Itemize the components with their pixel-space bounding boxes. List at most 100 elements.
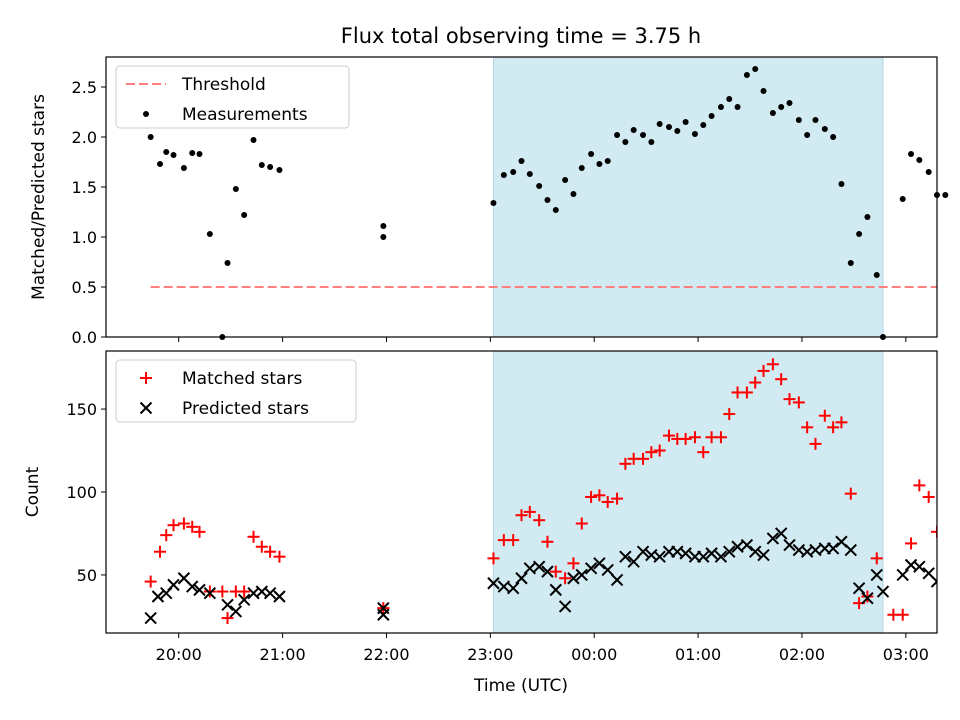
predicted-star-point bbox=[593, 557, 606, 570]
x-tick-label: 20:00 bbox=[156, 645, 202, 664]
matched-star-point bbox=[801, 421, 814, 434]
matched-star-point bbox=[193, 525, 206, 538]
predicted-star-point bbox=[229, 605, 243, 618]
predicted-star-point bbox=[749, 545, 762, 558]
predicted-cross-b bbox=[549, 583, 562, 597]
matched-star-point bbox=[688, 431, 701, 444]
matched-star-point bbox=[818, 409, 831, 422]
measurement-point bbox=[640, 132, 647, 138]
predicted-cross-b bbox=[619, 550, 632, 563]
predicted-star-point bbox=[237, 593, 251, 607]
predicted-star-point bbox=[861, 591, 874, 605]
measurement-point bbox=[786, 100, 793, 106]
predicted-cross-b bbox=[593, 557, 606, 570]
measurement-point bbox=[656, 121, 663, 127]
measurement-point bbox=[734, 104, 741, 110]
measurement-point bbox=[276, 167, 283, 173]
measurement-point bbox=[380, 223, 387, 229]
matched-star-point bbox=[611, 492, 624, 505]
measurement-point bbox=[717, 104, 724, 110]
matched-star-point bbox=[186, 520, 199, 533]
predicted-star-point bbox=[487, 577, 500, 590]
predicted-star-point bbox=[913, 560, 926, 573]
predicted-cross-b bbox=[757, 548, 770, 562]
matched-star-point bbox=[487, 552, 500, 565]
matched-star-point bbox=[247, 530, 260, 543]
matched-star-point bbox=[844, 487, 857, 500]
y-axis-label: Matched/Predicted stars bbox=[29, 94, 49, 300]
measurement-point bbox=[925, 169, 932, 175]
measurement-point bbox=[726, 96, 733, 102]
predicted-star-point bbox=[697, 550, 710, 563]
predicted-star-point bbox=[766, 532, 780, 545]
x-tick-label: 01:00 bbox=[675, 645, 721, 664]
predicted-cross-b bbox=[723, 545, 736, 558]
predicted-cross-b bbox=[610, 573, 624, 587]
predicted-cross-b bbox=[167, 578, 180, 592]
measurement-point bbox=[570, 191, 577, 197]
x-tick-label: 21:00 bbox=[260, 645, 306, 664]
measurement-point bbox=[380, 234, 387, 240]
measurement-point bbox=[838, 181, 845, 187]
matched-star-point bbox=[575, 517, 588, 530]
y-tick-label: 150 bbox=[66, 400, 97, 419]
predicted-star-point bbox=[679, 547, 692, 560]
predicted-star-point bbox=[731, 540, 744, 553]
matched-star-point bbox=[679, 432, 692, 445]
matched-star-point bbox=[766, 358, 779, 371]
matched-star-point bbox=[160, 529, 173, 542]
predicted-cross-b bbox=[627, 555, 640, 568]
predicted-cross-b bbox=[783, 538, 796, 552]
measurement-point bbox=[267, 164, 274, 170]
predicted-cross-b bbox=[705, 547, 718, 560]
predicted-star-point bbox=[809, 543, 822, 557]
predicted-star-point bbox=[203, 586, 217, 600]
matched-star-point bbox=[861, 590, 874, 603]
matched-star-point bbox=[507, 534, 520, 547]
predicted-cross-b bbox=[749, 545, 762, 558]
legend-matched-swatch bbox=[140, 372, 152, 384]
predicted-cross-b bbox=[636, 545, 650, 558]
matched-star-point bbox=[913, 479, 926, 492]
measurement-point bbox=[899, 196, 906, 202]
measurement-point bbox=[700, 122, 707, 128]
matched-star-point bbox=[593, 489, 606, 502]
matched-star-point bbox=[792, 396, 805, 409]
predicted-cross-b bbox=[740, 538, 754, 552]
measurement-point bbox=[196, 151, 203, 157]
predicted-cross-b bbox=[930, 580, 937, 588]
y-tick-label: 100 bbox=[66, 483, 97, 502]
x-tick-label: 22:00 bbox=[363, 645, 409, 664]
measurement-point bbox=[578, 165, 585, 171]
measurement-point bbox=[510, 169, 517, 175]
predicted-cross-b bbox=[497, 580, 511, 593]
measurement-point bbox=[147, 134, 154, 140]
measurement-point bbox=[518, 158, 525, 164]
matched-star-point bbox=[905, 537, 918, 550]
y-tick-label: 0.5 bbox=[72, 278, 97, 297]
matched-star-point bbox=[740, 386, 753, 399]
predicted-cross-b bbox=[714, 550, 728, 563]
predicted-cross-b bbox=[800, 545, 814, 558]
predicted-cross-b bbox=[221, 598, 234, 612]
predicted-cross-b bbox=[731, 540, 744, 553]
measurement-point bbox=[908, 151, 915, 157]
predicted-cross-b bbox=[186, 580, 199, 593]
measurement-point bbox=[241, 212, 248, 218]
matched-star-point bbox=[663, 429, 676, 442]
predicted-cross-b bbox=[487, 577, 500, 590]
predicted-cross-b bbox=[601, 563, 614, 577]
measurement-point bbox=[830, 134, 837, 140]
predicted-star-point bbox=[723, 545, 736, 558]
measurement-point bbox=[189, 150, 196, 156]
predicted-cross-b bbox=[151, 590, 165, 603]
matched-star-point bbox=[870, 552, 883, 565]
matched-star-point bbox=[255, 540, 268, 553]
matched-star-point bbox=[541, 535, 554, 548]
measurement-point bbox=[163, 149, 170, 155]
predicted-star-point bbox=[263, 586, 277, 600]
predicted-cross-b bbox=[247, 586, 260, 600]
legend: Matched stars Predicted stars bbox=[115, 359, 357, 423]
measurement-point bbox=[821, 126, 828, 132]
y-tick-label: 1.5 bbox=[72, 178, 97, 197]
